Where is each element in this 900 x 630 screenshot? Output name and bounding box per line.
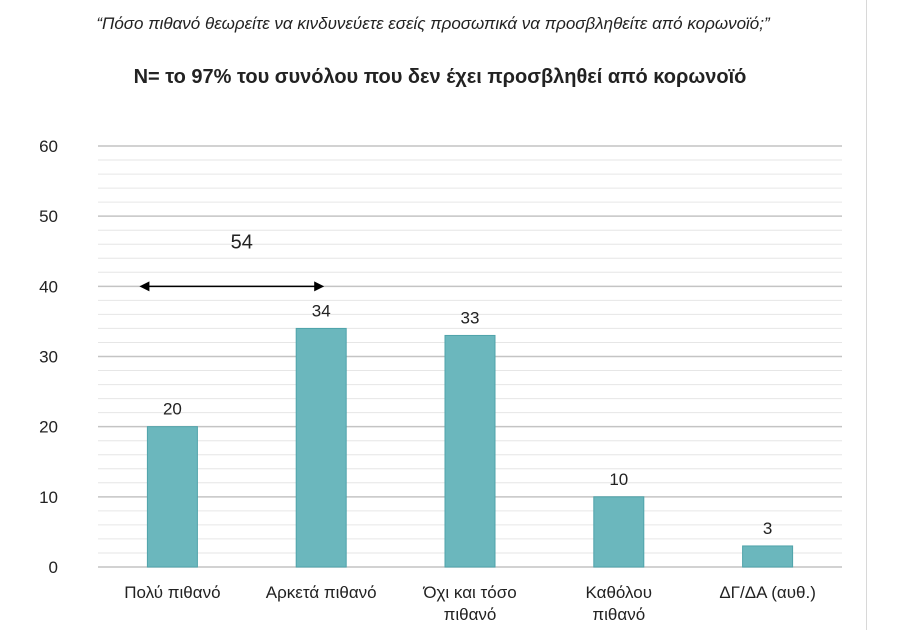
data-label: 33 xyxy=(461,308,480,327)
bar xyxy=(742,545,794,568)
bar xyxy=(295,327,347,568)
y-tick-label: 50 xyxy=(39,207,58,226)
bar xyxy=(146,426,198,568)
x-tick-label: Καθόλου xyxy=(586,583,653,602)
survey-question: “Πόσο πιθανό θεωρείτε να κινδυνεύετε εσε… xyxy=(96,14,770,33)
x-tick-label: Αρκετά πιθανό xyxy=(266,583,377,602)
y-tick-label: 0 xyxy=(49,558,58,577)
data-label: 34 xyxy=(312,301,331,320)
right-border xyxy=(866,0,867,630)
x-tick-label: ΔΓ/ΔΑ (αυθ.) xyxy=(719,583,816,602)
bar xyxy=(444,334,496,568)
y-tick-label: 40 xyxy=(39,277,58,296)
y-tick-label: 10 xyxy=(39,488,58,507)
y-tick-label: 60 xyxy=(39,137,58,156)
x-tick-label: πιθανό xyxy=(592,605,645,624)
arrow-right-icon xyxy=(314,281,325,292)
data-label: 10 xyxy=(609,470,628,489)
x-tick-label: Όχι και τόσο xyxy=(422,583,516,602)
y-tick-label: 20 xyxy=(39,418,58,437)
chart-title: N= το 97% του συνόλου που δεν έχει προσβ… xyxy=(133,66,747,88)
x-tick-label: Πολύ πιθανό xyxy=(124,583,220,602)
y-tick-label: 30 xyxy=(39,348,58,367)
annotation-label: 54 xyxy=(231,231,253,253)
data-label: 20 xyxy=(163,400,182,419)
bar xyxy=(593,496,645,568)
x-tick-label: πιθανό xyxy=(444,605,497,624)
arrow-left-icon xyxy=(139,281,150,292)
data-label: 3 xyxy=(763,519,772,538)
